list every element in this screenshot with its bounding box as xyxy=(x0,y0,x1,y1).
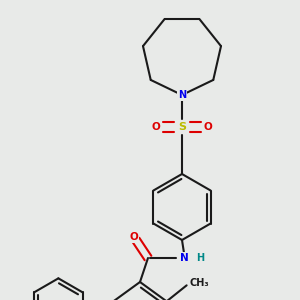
Text: CH₃: CH₃ xyxy=(190,278,209,288)
Text: N: N xyxy=(180,253,188,263)
Text: N: N xyxy=(178,90,186,100)
Text: O: O xyxy=(152,122,160,132)
Text: H: H xyxy=(196,253,204,263)
Text: O: O xyxy=(130,232,138,242)
Text: S: S xyxy=(178,122,186,132)
Text: O: O xyxy=(204,122,212,132)
